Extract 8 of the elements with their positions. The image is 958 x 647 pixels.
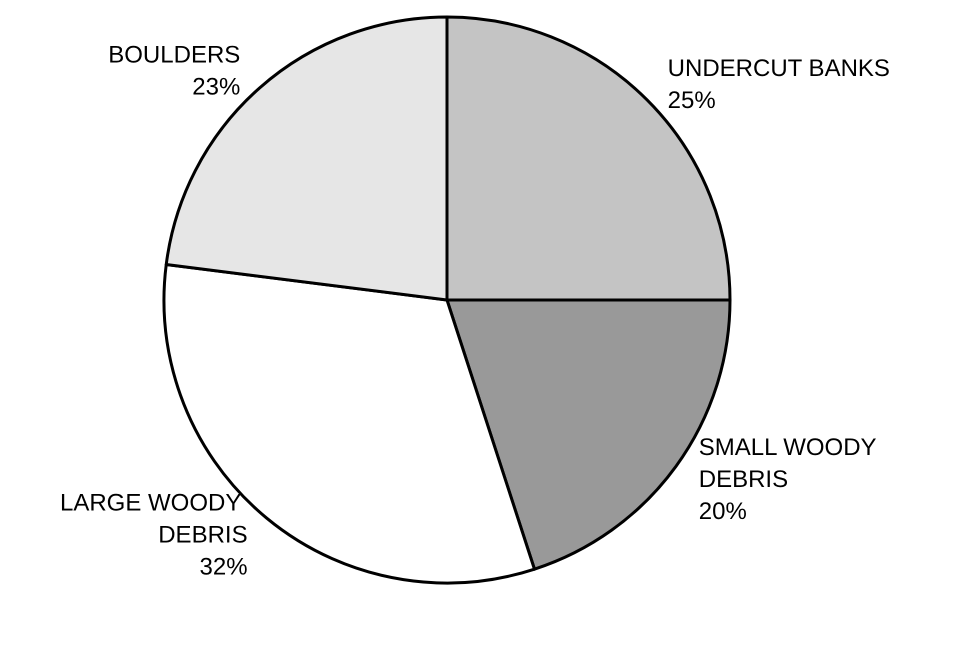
- data-label: 25%: [668, 86, 716, 114]
- data-label: 20%: [698, 498, 747, 525]
- data-label: 32%: [200, 554, 248, 581]
- slice-label: LARGE WOODY DEBRIS: [60, 490, 248, 549]
- slice-label: UNDERCUT BANKS: [668, 54, 890, 82]
- slice-label: BOULDERS: [108, 42, 240, 69]
- slice-label: SMALL WOODY DEBRIS: [698, 434, 883, 493]
- data-label: 23%: [192, 74, 240, 101]
